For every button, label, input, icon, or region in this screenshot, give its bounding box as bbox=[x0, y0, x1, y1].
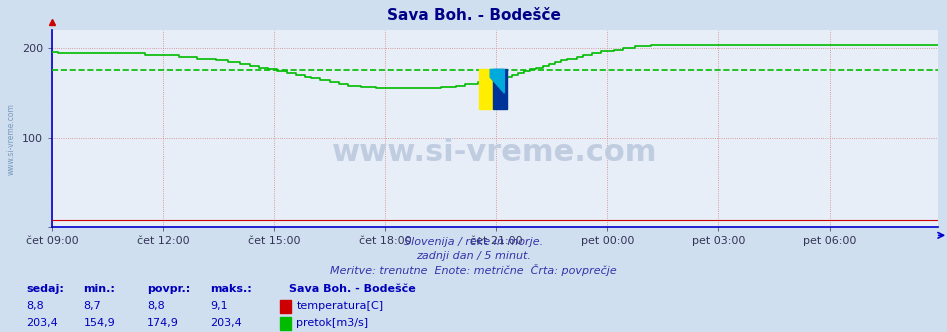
Text: 203,4: 203,4 bbox=[210, 318, 242, 328]
Text: 174,9: 174,9 bbox=[147, 318, 179, 328]
Text: maks.:: maks.: bbox=[210, 284, 252, 294]
Text: Sava Boh. - Bodešče: Sava Boh. - Bodešče bbox=[386, 8, 561, 23]
Text: 154,9: 154,9 bbox=[83, 318, 116, 328]
FancyBboxPatch shape bbox=[479, 69, 493, 109]
Text: 9,1: 9,1 bbox=[210, 301, 228, 311]
FancyBboxPatch shape bbox=[493, 69, 508, 109]
Text: 8,7: 8,7 bbox=[83, 301, 101, 311]
Text: temperatura[C]: temperatura[C] bbox=[296, 301, 384, 311]
Text: www.si-vreme.com: www.si-vreme.com bbox=[7, 104, 16, 175]
Text: Meritve: trenutne  Enote: metrične  Črta: povprečje: Meritve: trenutne Enote: metrične Črta: … bbox=[331, 264, 616, 276]
Text: 8,8: 8,8 bbox=[147, 301, 165, 311]
Text: povpr.:: povpr.: bbox=[147, 284, 190, 294]
Text: www.si-vreme.com: www.si-vreme.com bbox=[332, 138, 657, 167]
Text: min.:: min.: bbox=[83, 284, 116, 294]
Text: 203,4: 203,4 bbox=[27, 318, 59, 328]
Text: sedaj:: sedaj: bbox=[27, 284, 64, 294]
Text: Sava Boh. - Bodešče: Sava Boh. - Bodešče bbox=[289, 284, 416, 294]
Polygon shape bbox=[491, 69, 505, 93]
Text: 8,8: 8,8 bbox=[27, 301, 45, 311]
Text: pretok[m3/s]: pretok[m3/s] bbox=[296, 318, 368, 328]
Text: Slovenija / reke in morje.: Slovenija / reke in morje. bbox=[404, 237, 543, 247]
Text: zadnji dan / 5 minut.: zadnji dan / 5 minut. bbox=[416, 251, 531, 261]
